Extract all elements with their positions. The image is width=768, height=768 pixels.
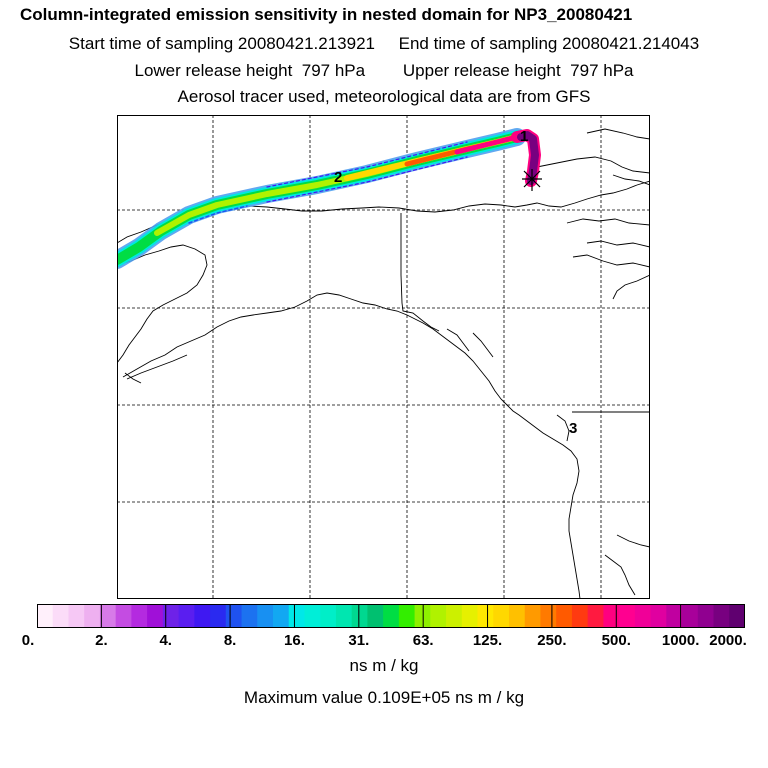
colorbar-cell xyxy=(241,604,258,628)
colorbar-cell xyxy=(619,604,636,628)
colorbar-cell xyxy=(304,604,321,628)
colorbar-cell xyxy=(273,604,290,628)
colorbar-cell xyxy=(288,604,306,628)
colorbar-tick-labels: 0. 2. 4. 8. 16. 31. 63. 125. 250. 500. 1000. 2000. xyxy=(0,632,768,652)
colorbar-cell xyxy=(603,604,620,628)
colorbar-frame xyxy=(37,604,745,628)
plot-title: Column-integrated emission sensitivity i… xyxy=(20,5,633,24)
map-marker-1: 1 xyxy=(520,128,528,145)
coastlines xyxy=(117,128,650,599)
colorbar-cell xyxy=(37,604,54,628)
colorbar-cell xyxy=(713,604,730,628)
colorbar-cell xyxy=(666,604,683,628)
colorbar-tick-label: 2. xyxy=(95,632,108,649)
colorbar xyxy=(37,604,745,628)
map-marker-3: 3 xyxy=(569,420,577,437)
colorbar-cell xyxy=(524,604,542,628)
colorbar-tick-label: 2000. xyxy=(709,632,747,649)
colorbar-cell xyxy=(68,604,85,628)
colorbar-cell xyxy=(383,604,400,628)
colorbar-dividers xyxy=(100,604,682,628)
colorbar-cell xyxy=(697,604,715,628)
emission-sensitivity-plume xyxy=(117,128,541,269)
colorbar-cell xyxy=(225,604,243,628)
colorbar-cell xyxy=(509,604,526,628)
colorbar-cell xyxy=(682,604,699,628)
colorbar-tick-label: 1000. xyxy=(661,632,700,649)
star-icon xyxy=(522,169,542,191)
colorbar-cell xyxy=(52,604,70,628)
map-background xyxy=(117,115,650,599)
colorbar-cell xyxy=(147,604,164,628)
colorbar-cell xyxy=(446,604,463,628)
colorbar-cell xyxy=(571,604,589,628)
colorbar-cell xyxy=(210,604,227,628)
colorbar-tick-label: 16. xyxy=(284,632,305,649)
colorbar-tick-label: 500. xyxy=(601,632,631,649)
colorbar-cell xyxy=(729,604,745,628)
colorbar-cells xyxy=(37,604,745,628)
colorbar-cell xyxy=(178,604,195,628)
colorbar-tick-label: 4. xyxy=(159,632,172,649)
colorbar-tick-label: 8. xyxy=(223,632,237,649)
colorbar-cell xyxy=(335,604,353,628)
colorbar-cell xyxy=(556,604,573,628)
colorbar-cell xyxy=(650,604,667,628)
colorbar-cell xyxy=(430,604,447,628)
colorbar-tick-label: 0. xyxy=(21,632,35,649)
tracer-info-line: Aerosol tracer used, meteorological data… xyxy=(177,87,591,106)
release-height-line: Lower release height 797 hPa Upper relea… xyxy=(134,61,634,80)
map-panel: 1 2 3 xyxy=(117,115,650,599)
max-value-label: Maximum value 0.109E+05 ns m / kg xyxy=(243,688,525,707)
colorbar-cell xyxy=(131,604,148,628)
colorbar-tick-label: 250. xyxy=(537,632,567,649)
colorbar-cell xyxy=(257,604,274,628)
colorbar-tick-label: 63. xyxy=(412,632,434,649)
colorbar-units: ns m / kg xyxy=(349,656,419,675)
map-marker-2: 2 xyxy=(334,169,342,186)
colorbar-cell xyxy=(587,604,604,628)
colorbar-cell xyxy=(99,604,117,628)
colorbar-cell xyxy=(461,604,479,628)
colorbar-tick-label: 31. xyxy=(348,632,370,649)
colorbar-cell xyxy=(493,604,510,628)
colorbar-cell xyxy=(115,604,132,628)
colorbar-cell xyxy=(84,604,101,628)
colorbar-cell xyxy=(194,604,211,628)
colorbar-cell xyxy=(320,604,337,628)
colorbar-cell xyxy=(351,604,368,628)
colorbar-cell xyxy=(398,604,416,628)
sampling-time-line: Start time of sampling 20080421.213921 E… xyxy=(68,34,700,53)
colorbar-cell xyxy=(477,604,494,628)
colorbar-cell xyxy=(367,604,384,628)
colorbar-tick-label: 125. xyxy=(472,632,503,649)
map-frame xyxy=(117,115,650,599)
colorbar-cell xyxy=(634,604,652,628)
colorbar-cell xyxy=(540,604,557,628)
colorbar-cell xyxy=(162,604,180,628)
